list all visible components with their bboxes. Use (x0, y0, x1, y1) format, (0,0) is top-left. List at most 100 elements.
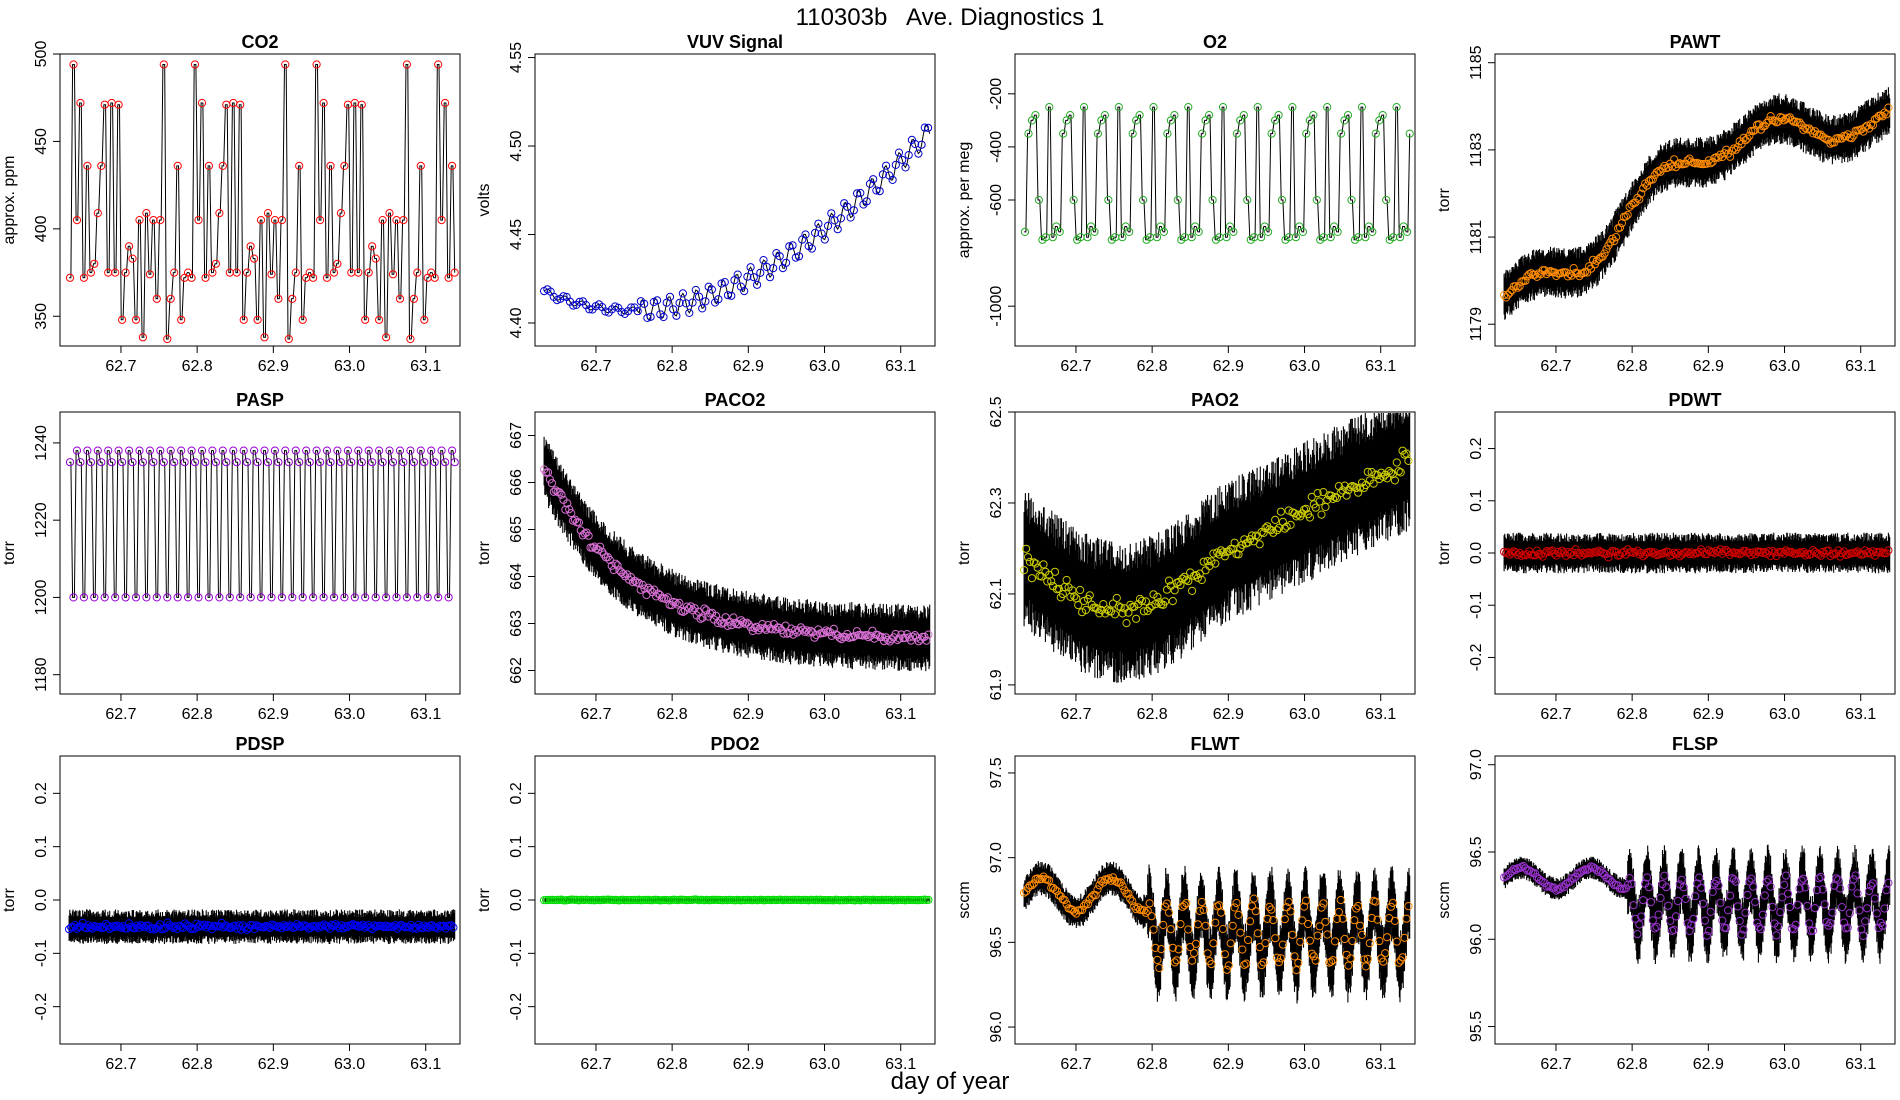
average-markers (540, 123, 933, 322)
average-point (1315, 497, 1324, 506)
average-point (93, 209, 102, 218)
y-axis-label: sccm (1436, 881, 1453, 918)
average-point (1530, 270, 1540, 279)
average-point (1824, 921, 1833, 930)
average-point (218, 161, 227, 170)
average-point (810, 633, 819, 642)
average-point (636, 585, 645, 594)
average-point (1400, 450, 1409, 459)
average-point (1394, 958, 1403, 967)
average-point (1801, 883, 1810, 892)
average-point (920, 123, 929, 132)
average-point (806, 626, 815, 636)
x-tick-label: 62.7 (105, 358, 136, 375)
average-point (1296, 937, 1305, 946)
average-point (769, 264, 778, 273)
average-point (430, 273, 439, 282)
average-point (375, 446, 384, 455)
y-tick-label: 97.0 (1468, 749, 1485, 780)
average-point (1198, 129, 1207, 138)
average-point (1124, 889, 1133, 898)
average-point (1855, 906, 1864, 915)
average-point (1785, 902, 1795, 912)
average-point (879, 637, 889, 646)
average-point (277, 593, 286, 602)
average-point (416, 923, 425, 932)
average-point (1228, 921, 1237, 930)
average-point (1625, 874, 1634, 883)
x-tick-label: 63.1 (410, 358, 441, 375)
average-point (1791, 920, 1800, 929)
average-point (1238, 945, 1247, 954)
x-tick-label: 63.1 (885, 358, 916, 375)
average-point (1662, 883, 1671, 892)
average-point (1207, 557, 1216, 566)
average-point (1383, 933, 1392, 942)
average-point (846, 213, 855, 222)
average-point (1737, 930, 1746, 939)
average-point (83, 161, 92, 170)
average-point (1220, 552, 1230, 561)
y-axis-label: torr (476, 540, 493, 565)
average-point (1317, 903, 1326, 912)
average-point (555, 488, 564, 497)
average-point (749, 273, 758, 282)
average-point (399, 458, 408, 467)
average-point (1760, 548, 1769, 557)
average-point (385, 446, 394, 455)
y-axis-label: torr (1436, 540, 1453, 565)
average-point (1157, 945, 1166, 954)
average-point (1166, 925, 1176, 934)
x-tick-label: 62.9 (1213, 706, 1244, 723)
average-point (738, 618, 748, 627)
average-point (1257, 233, 1266, 242)
average-point (364, 446, 373, 455)
average-point (1851, 548, 1860, 557)
average-point (375, 315, 384, 324)
average-point (1188, 586, 1197, 596)
average-point (1760, 891, 1769, 900)
panel-pawt: PAWT torr 62.7 62.8 62.9 63.0 63.1 1179 1181 1183… (1436, 32, 1896, 375)
average-point (661, 594, 670, 604)
average-point (1292, 966, 1301, 975)
average-point (1671, 912, 1681, 921)
average-point (694, 292, 704, 301)
average-point (163, 593, 172, 602)
average-point (1706, 907, 1715, 917)
average-point (215, 209, 224, 218)
average-point (1350, 916, 1359, 925)
average-point (115, 922, 124, 931)
average-point (138, 921, 147, 931)
average-point (1741, 546, 1750, 556)
average-point (1139, 195, 1148, 205)
average-point (128, 458, 137, 467)
average-point (1396, 468, 1405, 477)
average-point (395, 294, 405, 303)
panel-title: PASP (236, 390, 284, 410)
average-point (1724, 906, 1733, 915)
average-point (388, 270, 398, 279)
average-point (243, 268, 252, 277)
y-tick-label: 665 (508, 516, 525, 543)
average-point (576, 895, 585, 905)
y-tick-label: 0.2 (33, 782, 50, 804)
average-point (1390, 916, 1400, 926)
average-point (1261, 939, 1270, 948)
average-point (1363, 954, 1372, 963)
average-point (1255, 540, 1264, 549)
average-point (1868, 121, 1878, 130)
average-point (1162, 899, 1172, 908)
average-point (1193, 920, 1203, 929)
average-point (166, 294, 175, 303)
average-point (1323, 103, 1332, 112)
average-point (920, 632, 929, 641)
average-point (1756, 547, 1766, 556)
y-tick-label: 62.3 (988, 487, 1005, 518)
average-point (309, 593, 318, 602)
average-point (97, 458, 106, 467)
average-point (549, 487, 558, 496)
average-point (1303, 919, 1313, 929)
average-point (430, 458, 439, 467)
average-point (1660, 871, 1669, 880)
average-point (1513, 550, 1522, 560)
